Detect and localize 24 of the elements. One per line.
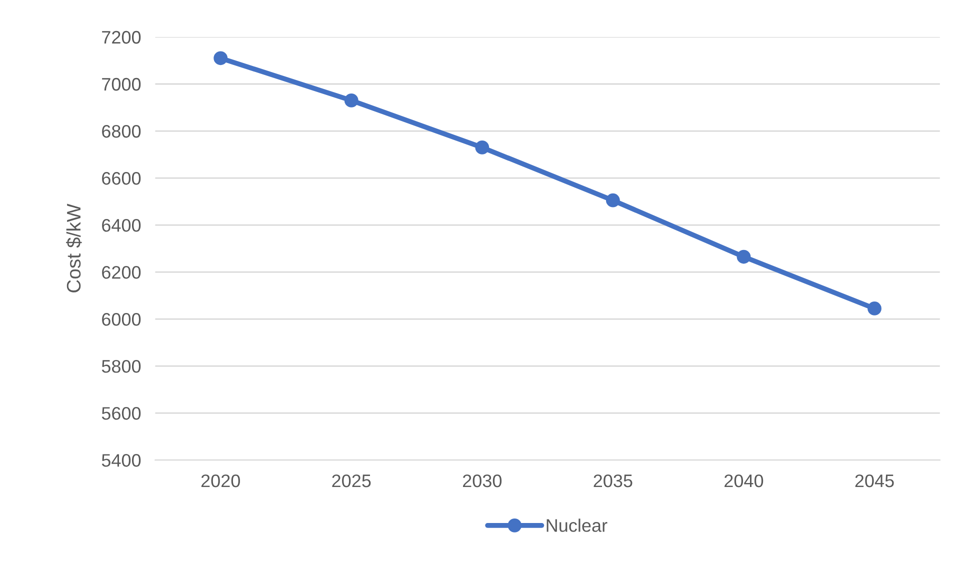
y-tick-label: 7200 [102,30,141,44]
y-tick-label: 5800 [102,360,141,373]
x-tick-label: 2030 [462,474,502,488]
x-tick-label: 2040 [724,474,764,488]
y-tick-label: 5600 [102,407,141,420]
point [868,302,882,316]
y-tick-label: 7000 [102,78,141,91]
x-tick-label: 2025 [332,474,371,488]
x-tick-label: 2020 [201,474,240,488]
y-tick-label: 5400 [102,454,141,467]
y-axis-title: Cost $/kW [66,204,82,292]
point [736,250,751,264]
y-tick-label: 6200 [102,266,141,279]
legend-label: Nuclear [546,518,608,532]
point [214,51,228,66]
x-tick-label: 2035 [594,474,632,488]
x-tick-label: 2045 [855,474,894,488]
y-tick-label: 6400 [102,218,141,232]
y-tick-label: 6800 [102,124,141,138]
y-tick-label: 6000 [102,312,141,326]
point [606,193,620,208]
y-tick-label: 6600 [102,172,141,185]
point [475,140,490,154]
point [344,94,358,108]
